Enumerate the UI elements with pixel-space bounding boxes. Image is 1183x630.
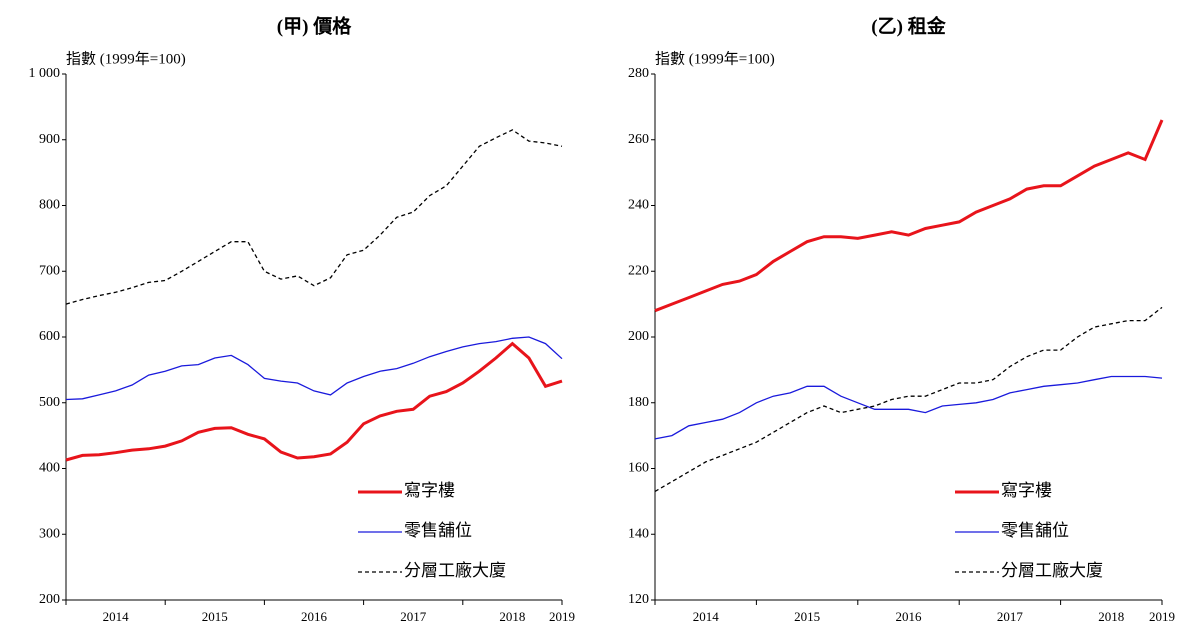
x-tick-label: 2014 <box>103 609 130 624</box>
y-tick-label: 240 <box>628 198 649 213</box>
x-tick-label: 2018 <box>499 609 525 624</box>
series-line <box>654 375 1163 440</box>
legend-label: 寫字樓 <box>1001 481 1052 500</box>
x-tick-label: 2015 <box>794 609 820 624</box>
y-tick-label: 160 <box>628 461 649 476</box>
y-tick-label: 1 000 <box>29 66 61 81</box>
y-tick-label: 220 <box>628 263 649 278</box>
series-line <box>654 119 1164 313</box>
legend-label: 分層工廠大廈 <box>404 560 506 580</box>
y-tick-label: 200 <box>39 592 60 607</box>
y-axis-label: 指數 (1999年=100) <box>66 50 186 67</box>
chart-title: (乙) 租金 <box>871 14 946 37</box>
x-tick-label: 2014 <box>693 609 720 624</box>
legend-label: 零售舖位 <box>1001 521 1069 540</box>
legend-label: 分層工廠大廈 <box>1001 560 1103 580</box>
y-tick-label: 800 <box>39 198 60 213</box>
x-tick-label: 2019 <box>549 609 575 624</box>
legend-label: 寫字樓 <box>404 481 455 500</box>
series-line <box>654 306 1163 493</box>
x-tick-label: 2017 <box>997 609 1024 624</box>
x-tick-label: 2015 <box>202 609 228 624</box>
chart-title: (甲) 價格 <box>277 14 352 37</box>
y-tick-label: 120 <box>628 592 649 607</box>
y-tick-label: 260 <box>628 132 649 147</box>
y-tick-label: 700 <box>39 263 60 278</box>
y-tick-label: 400 <box>39 461 60 476</box>
x-tick-label: 2017 <box>400 609 427 624</box>
y-tick-label: 200 <box>628 329 649 344</box>
series-line <box>65 129 563 305</box>
x-tick-label: 2019 <box>1149 609 1175 624</box>
legend-label: 零售舖位 <box>404 521 472 540</box>
y-tick-label: 500 <box>39 395 60 410</box>
y-tick-label: 140 <box>628 526 649 541</box>
series-line <box>65 336 563 401</box>
y-tick-label: 280 <box>628 66 649 81</box>
series-line <box>65 341 563 462</box>
y-tick-label: 600 <box>39 329 60 344</box>
y-axis-label: 指數 (1999年=100) <box>655 50 775 67</box>
y-tick-label: 900 <box>39 132 60 147</box>
x-tick-label: 2018 <box>1098 609 1124 624</box>
y-tick-label: 180 <box>628 395 649 410</box>
x-tick-label: 2016 <box>301 609 328 624</box>
x-tick-label: 2016 <box>896 609 923 624</box>
y-tick-label: 300 <box>39 526 60 541</box>
